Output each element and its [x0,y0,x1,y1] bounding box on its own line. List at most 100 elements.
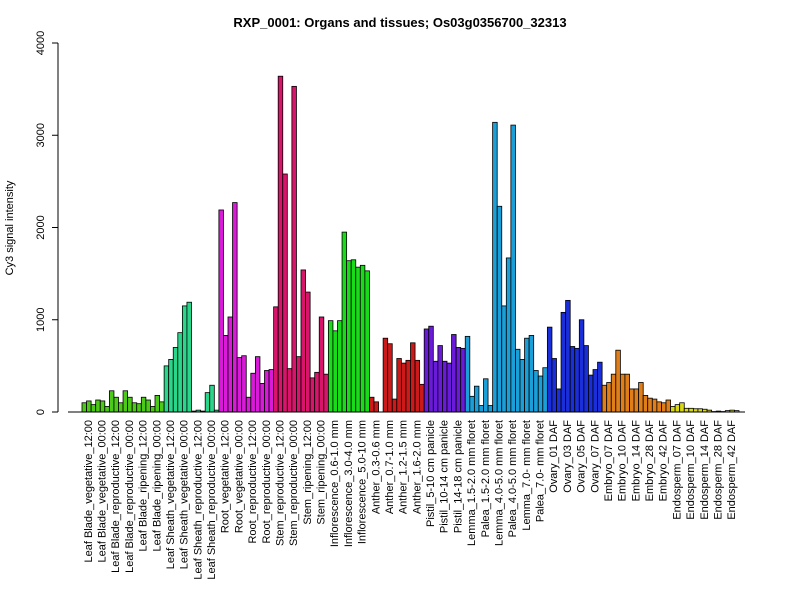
bar-group [464,335,480,413]
bar-group [327,320,343,413]
bar-group [163,347,179,413]
bar [204,392,211,413]
bar-group [492,121,507,413]
y-axis-label: Cy3 signal intensity [4,180,16,275]
bar [505,257,512,413]
bar [136,403,142,413]
bar [642,394,649,413]
bar-group [588,361,603,413]
bar-group [300,269,316,413]
x-tick-label: Stem_ripening_12:00 [302,420,314,525]
bar-group [396,358,411,413]
x-tick-label: Embryo_28 DAF [644,420,656,502]
bar [556,388,562,413]
bar [305,291,311,413]
bar [236,357,243,413]
x-tick-label: Lemma_7.0- mm floret [521,420,533,531]
bar [163,365,170,413]
x-tick-label: Endosperm_14 DAF [699,420,711,520]
bar [651,398,658,413]
x-tick-label: Leaf Blade_vegetative_12:00 [83,420,95,563]
bar [346,260,352,413]
bar [273,306,279,413]
bar [442,360,448,413]
y-tick-label: 0 [35,409,47,415]
x-tick-label: Root_reproductive_12:00 [247,420,259,544]
x-tick-label: Embryo_42 DAF [658,420,670,502]
x-tick-label: Pistil_10-14 cm panicle [439,420,451,533]
bar [154,394,160,413]
x-tick-label: Inflorescence_3.0-4.0 mm [343,420,355,547]
bar [400,362,407,413]
bar [282,173,288,413]
bar [382,337,389,413]
bar [656,401,662,413]
bar [150,406,156,413]
bar [387,343,393,413]
bar-group [410,342,425,413]
bar [610,373,617,413]
y-tick-label: 2000 [35,215,47,239]
bar-group [560,299,576,413]
bar [487,405,494,413]
bar [670,406,676,413]
bar [99,400,106,413]
bar-group [382,337,398,413]
bar [546,326,553,413]
x-tick-label: Leaf Sheath_vegetative_12:00 [165,420,177,569]
x-tick-label: Ovary_05 DAF [576,420,588,493]
bar [140,396,147,413]
bar [588,374,594,413]
bar [309,377,316,413]
x-tick-label: Endosperm_28 DAF [712,420,724,520]
x-tick-label: Lemma_1.5-2.0 mm floret [466,420,478,546]
bar [451,334,457,413]
bar-group [683,407,699,413]
x-tick-label: Inflorescence_5.0-10 mm [357,420,369,544]
bar [90,404,97,413]
bar [337,320,343,413]
x-tick-label: Root_vegetative_12:00 [220,420,232,533]
bar [446,362,452,413]
bar-group [341,231,357,413]
bar [515,348,521,413]
bar [583,345,589,413]
bar [492,121,498,413]
y-tick-label: 1000 [35,308,47,332]
x-tick-label: Anther_1.2-1.5 mm [398,420,410,514]
bar [250,372,256,413]
bar [565,299,571,413]
x-tick-label: Palea_1.5-2.0 mm floret [480,420,492,537]
y-axis: 0 1000 2000 3000 4000 [35,31,59,415]
bar [501,305,507,413]
bar [661,402,667,413]
bar [332,330,338,413]
x-tick-label: Pistil_14-18 cm panicle [452,420,464,533]
x-tick-label: Leaf Blade_reproductive_12:00 [110,420,122,573]
bars [81,75,740,413]
bar [560,311,567,413]
x-tick-label: Embryo_10 DAF [617,420,629,502]
bar [323,373,329,413]
bar [245,396,252,413]
bar [122,390,129,413]
bar [373,401,379,413]
bar [428,325,434,413]
x-tick-label: Endosperm_07 DAF [671,420,683,520]
bar [118,402,124,413]
bar [95,399,101,413]
bar-group [95,399,110,413]
bar-group [314,316,329,413]
x-tick-label: Inflorescence_0.6-1.0 mm [329,420,341,547]
bar-group [232,202,247,413]
bar [478,405,484,413]
bar-group [273,75,288,413]
bar [227,316,233,413]
bar [104,406,110,413]
bar [300,269,306,413]
bar [647,397,653,413]
bar [81,402,87,413]
bar-group [546,326,562,413]
bar [232,202,238,413]
bar-group [478,378,494,413]
